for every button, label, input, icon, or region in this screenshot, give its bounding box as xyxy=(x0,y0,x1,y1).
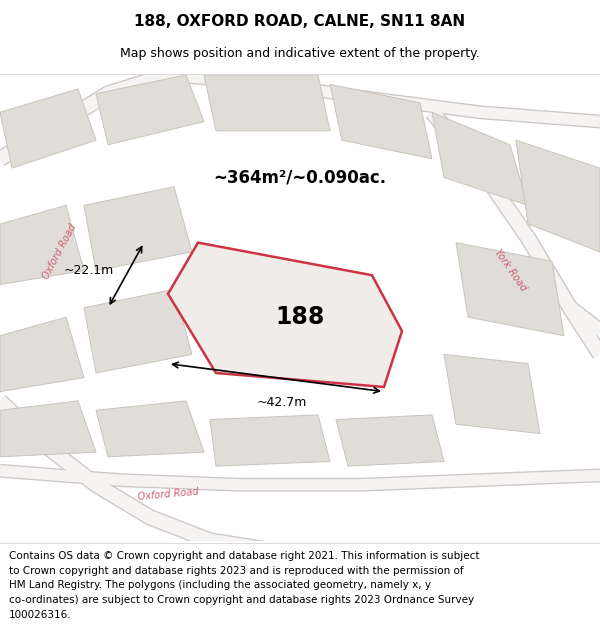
Polygon shape xyxy=(432,112,528,206)
Polygon shape xyxy=(516,140,600,252)
Polygon shape xyxy=(336,415,444,466)
Polygon shape xyxy=(210,415,330,466)
Polygon shape xyxy=(84,187,192,271)
Text: York Road: York Road xyxy=(492,248,528,293)
Text: ~22.1m: ~22.1m xyxy=(64,264,114,277)
Polygon shape xyxy=(0,89,96,168)
Text: ~42.7m: ~42.7m xyxy=(257,396,307,409)
Text: to Crown copyright and database rights 2023 and is reproduced with the permissio: to Crown copyright and database rights 2… xyxy=(9,566,464,576)
Polygon shape xyxy=(444,354,540,434)
Polygon shape xyxy=(168,242,402,387)
Text: Oxford Road: Oxford Road xyxy=(137,486,199,502)
Polygon shape xyxy=(330,84,432,159)
Polygon shape xyxy=(0,401,96,457)
Text: co-ordinates) are subject to Crown copyright and database rights 2023 Ordnance S: co-ordinates) are subject to Crown copyr… xyxy=(9,595,474,605)
Text: 188: 188 xyxy=(275,305,325,329)
Text: 100026316.: 100026316. xyxy=(9,610,71,620)
Text: Map shows position and indicative extent of the property.: Map shows position and indicative extent… xyxy=(120,48,480,61)
Polygon shape xyxy=(84,289,192,373)
Polygon shape xyxy=(456,242,564,336)
Polygon shape xyxy=(204,75,330,131)
Text: Contains OS data © Crown copyright and database right 2021. This information is : Contains OS data © Crown copyright and d… xyxy=(9,551,479,561)
Text: Oxford Road: Oxford Road xyxy=(41,222,79,281)
Polygon shape xyxy=(0,206,84,284)
Text: HM Land Registry. The polygons (including the associated geometry, namely x, y: HM Land Registry. The polygons (includin… xyxy=(9,580,431,590)
Text: 188, OXFORD ROAD, CALNE, SN11 8AN: 188, OXFORD ROAD, CALNE, SN11 8AN xyxy=(134,14,466,29)
Polygon shape xyxy=(96,75,204,145)
Text: ~364m²/~0.090ac.: ~364m²/~0.090ac. xyxy=(214,168,386,186)
Polygon shape xyxy=(0,317,84,392)
Polygon shape xyxy=(96,401,204,457)
